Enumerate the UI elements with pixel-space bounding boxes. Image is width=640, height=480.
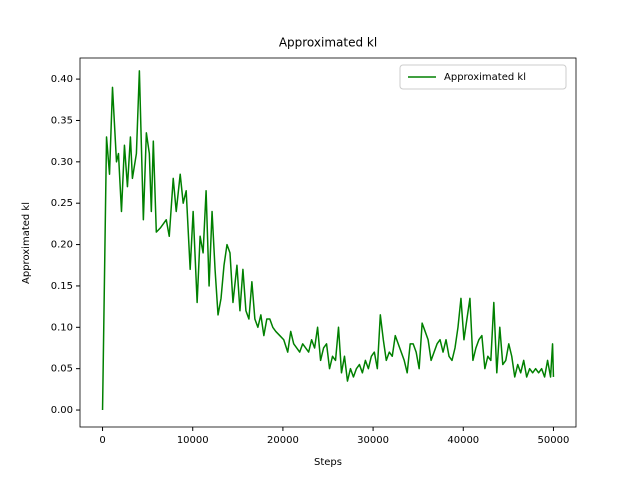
y-tick-label: 0.15 — [51, 281, 73, 292]
x-tick-label: 50000 — [538, 435, 570, 446]
x-tick-label: 40000 — [447, 435, 479, 446]
y-tick-label: 0.05 — [51, 364, 73, 375]
x-tick-label: 30000 — [357, 435, 389, 446]
y-tick-label: 0.40 — [51, 74, 73, 85]
chart-title: Approximated kl — [279, 36, 377, 50]
y-tick-label: 0.35 — [51, 115, 73, 126]
x-tick-label: 20000 — [267, 435, 299, 446]
y-axis-label: Approximated kl — [21, 202, 32, 284]
y-tick-label: 0.00 — [51, 405, 73, 416]
y-tick-label: 0.30 — [51, 157, 73, 168]
data-line — [101, 70, 555, 411]
x-tick-label: 0 — [99, 435, 105, 446]
x-tick-label: 10000 — [177, 435, 209, 446]
y-tick-label: 0.20 — [51, 240, 73, 251]
y-tick-label: 0.25 — [51, 198, 73, 209]
axes-frame — [79, 57, 577, 428]
y-tick-label: 0.10 — [51, 322, 73, 333]
legend-box — [399, 64, 567, 90]
x-axis-label: Steps — [314, 457, 342, 468]
legend-label: Approximated kl — [444, 72, 526, 83]
